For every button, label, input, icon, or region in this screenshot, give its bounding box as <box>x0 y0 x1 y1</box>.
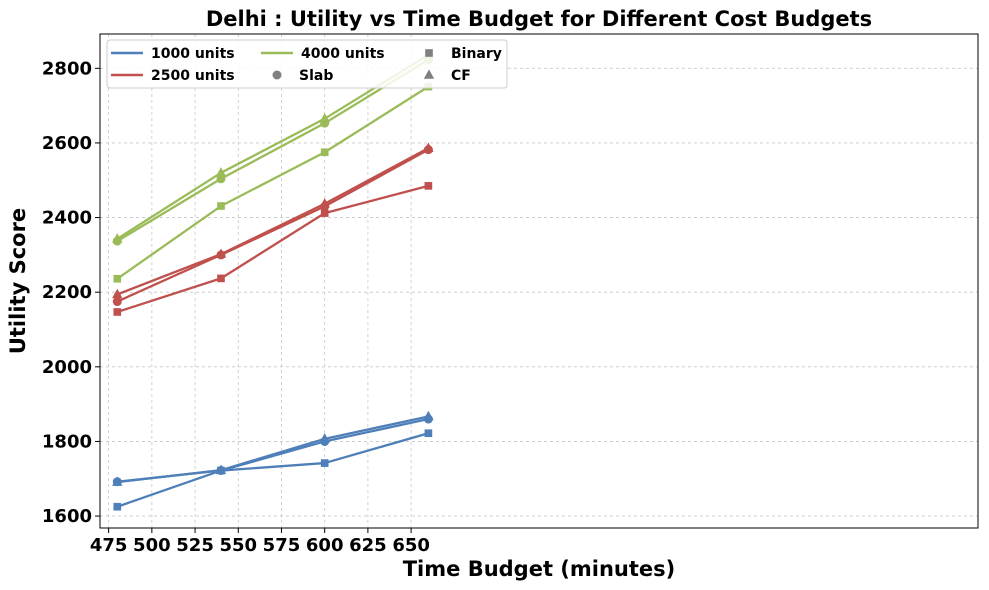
legend-label: Binary <box>451 46 502 62</box>
legend-item-slab: Slab <box>272 68 333 84</box>
data-point-square <box>113 274 122 283</box>
y-tick-label: 2000 <box>42 357 92 378</box>
y-tick-label: 2600 <box>42 133 92 154</box>
series-line <box>116 148 429 303</box>
data-point-triangle <box>423 410 434 421</box>
x-tick-label: 600 <box>306 535 344 556</box>
grid <box>100 34 978 528</box>
x-tick-label: 525 <box>176 535 214 556</box>
series-2500-units-cf <box>112 142 434 299</box>
y-axis-label: Utility Score <box>6 208 30 354</box>
series-2500-units-slab <box>112 145 433 307</box>
series-line <box>117 415 429 484</box>
x-axis: 475 500 525 550 575 600 625 650 <box>90 528 430 556</box>
y-tick-label: 2200 <box>42 282 92 303</box>
y-tick-label: 2800 <box>42 58 92 79</box>
y-tick-label: 2400 <box>42 208 92 229</box>
data-point-square <box>320 209 329 217</box>
legend: 1000 units 2500 units 4000 units Slab Binary… <box>106 39 508 89</box>
data-point-triangle <box>112 233 123 243</box>
x-tick-label: 475 <box>90 535 128 556</box>
legend-marker-square <box>425 49 433 57</box>
legend-item-1000-units: 1000 units <box>111 46 235 62</box>
data-point-square <box>424 429 433 438</box>
x-tick-label: 500 <box>133 535 171 556</box>
data-point-triangle <box>319 113 330 123</box>
series-2500-units-binary <box>113 182 433 316</box>
series-line <box>116 184 429 314</box>
series-line <box>116 147 429 296</box>
x-tick-label: 550 <box>219 535 257 556</box>
legend-label: 2500 units <box>151 68 235 84</box>
y-tick-label: 1600 <box>42 506 92 527</box>
data-point-triangle <box>112 476 123 486</box>
legend-marker-circle <box>272 70 282 80</box>
legend-label: Slab <box>299 68 333 84</box>
series-1000-units-cf <box>112 410 434 486</box>
y-axis: 1600 1800 2000 2200 2400 2600 2800 <box>42 58 100 527</box>
data-point-square <box>320 148 329 157</box>
series-4000-units-binary <box>113 82 433 283</box>
series-layer <box>112 49 434 511</box>
data-point-triangle <box>215 167 227 177</box>
x-tick-label: 625 <box>349 535 387 556</box>
legend-label: CF <box>451 68 471 84</box>
data-point-triangle <box>215 464 227 474</box>
data-point-square <box>320 459 329 467</box>
legend-label: 1000 units <box>151 46 235 62</box>
data-point-square <box>424 182 433 190</box>
chart-title: Delhi : Utility vs Time Budget for Diffe… <box>206 7 872 31</box>
x-tick-label: 575 <box>263 535 301 556</box>
data-point-square <box>113 308 122 316</box>
series-line <box>116 85 430 280</box>
data-point-circle <box>112 297 122 307</box>
data-point-square <box>217 274 225 283</box>
series-line <box>116 432 429 508</box>
series-line <box>116 58 429 243</box>
y-tick-label: 1800 <box>42 431 92 452</box>
legend-item-4000-units: 4000 units <box>261 46 385 62</box>
data-point-square <box>217 202 225 210</box>
data-point-triangle <box>319 198 330 208</box>
legend-marker-triangle <box>423 69 435 79</box>
data-point-square <box>113 502 122 511</box>
legend-item-cf: CF <box>423 68 471 84</box>
data-point-triangle <box>215 248 227 258</box>
legend-label: 4000 units <box>301 46 385 62</box>
plot-frame <box>99 33 979 529</box>
series-line <box>117 417 429 483</box>
x-axis-label: Time Budget (minutes) <box>403 557 676 581</box>
data-point-triangle <box>319 433 330 443</box>
x-tick-label: 650 <box>392 535 430 556</box>
legend-item-2500-units: 2500 units <box>111 68 235 84</box>
legend-item-binary: Binary <box>425 46 502 62</box>
data-point-triangle <box>423 142 434 152</box>
data-point-triangle <box>112 288 123 299</box>
legend-box <box>106 39 508 89</box>
